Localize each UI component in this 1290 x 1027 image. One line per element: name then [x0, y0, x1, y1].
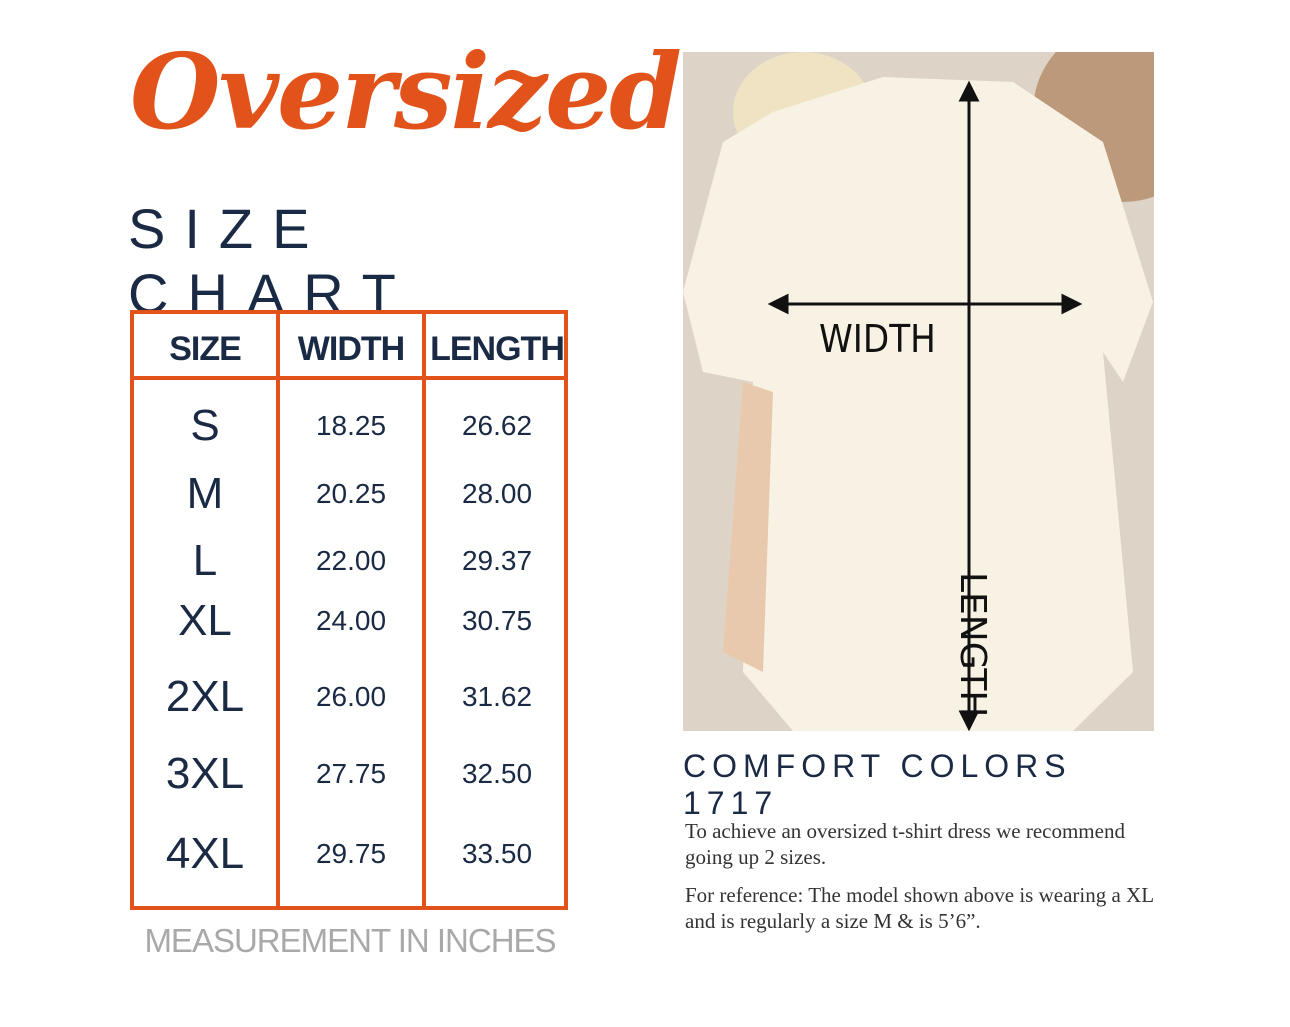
cell-size: S — [190, 401, 220, 450]
divider — [422, 314, 426, 906]
table-row: L 22.00 29.37 — [134, 531, 564, 591]
title-oversized: Oversized — [130, 30, 682, 153]
cell-width: 22.00 — [315, 545, 387, 576]
table-row: S 18.25 26.62 — [134, 396, 564, 456]
cell-width: 20.25 — [315, 478, 387, 509]
width-label: WIDTH — [819, 317, 936, 361]
cell-size: 4XL — [165, 829, 245, 878]
size-table: SIZE WIDTH LENGTH S 18.25 26.62 M 20.25 28.00… — [130, 310, 568, 910]
cell-size: XL — [178, 596, 232, 645]
cell-width: 26.00 — [315, 681, 387, 712]
tshirt-illustration: WIDTH LENGTH — [683, 52, 1154, 731]
cell-length: 33.50 — [461, 838, 533, 869]
model-photo: WIDTH LENGTH — [683, 52, 1154, 731]
sizing-advice: To achieve an oversized t-shirt dress we… — [685, 819, 1125, 869]
cell-length: 32.50 — [461, 758, 533, 789]
divider — [276, 314, 280, 906]
cell-length: 31.62 — [461, 681, 533, 712]
table-row: 3XL 27.75 32.50 — [134, 744, 564, 804]
cell-length: 26.62 — [461, 410, 533, 441]
cell-size: M — [186, 469, 224, 518]
cell-length: 29.37 — [461, 545, 533, 576]
cell-width: 29.75 — [315, 838, 387, 869]
cell-width: 27.75 — [315, 758, 387, 789]
measurement-note: MEASUREMENT IN INCHES — [144, 922, 556, 959]
brand-label: COMFORT COLORS 1717 — [683, 748, 1072, 821]
length-label: LENGTH — [952, 572, 993, 717]
header-length: LENGTH — [430, 330, 565, 368]
table-row: 4XL 29.75 33.50 — [134, 824, 564, 884]
cell-size: 3XL — [165, 749, 245, 798]
cell-length: 30.75 — [461, 605, 533, 636]
table-row: M 20.25 28.00 — [134, 464, 564, 524]
subtitle-size-chart: SIZE CHART — [128, 197, 415, 325]
divider — [134, 376, 564, 380]
cell-size: L — [192, 536, 218, 585]
cell-width: 18.25 — [315, 410, 387, 441]
cell-width: 24.00 — [315, 605, 387, 636]
table-row: 2XL 26.00 31.62 — [134, 667, 564, 727]
cell-length: 28.00 — [461, 478, 533, 509]
cell-size: 2XL — [165, 672, 245, 721]
table-row: XL 24.00 30.75 — [134, 591, 564, 651]
header-width: WIDTH — [297, 330, 405, 368]
header-size: SIZE — [169, 330, 242, 368]
model-reference: For reference: The model shown above is … — [685, 883, 1154, 933]
